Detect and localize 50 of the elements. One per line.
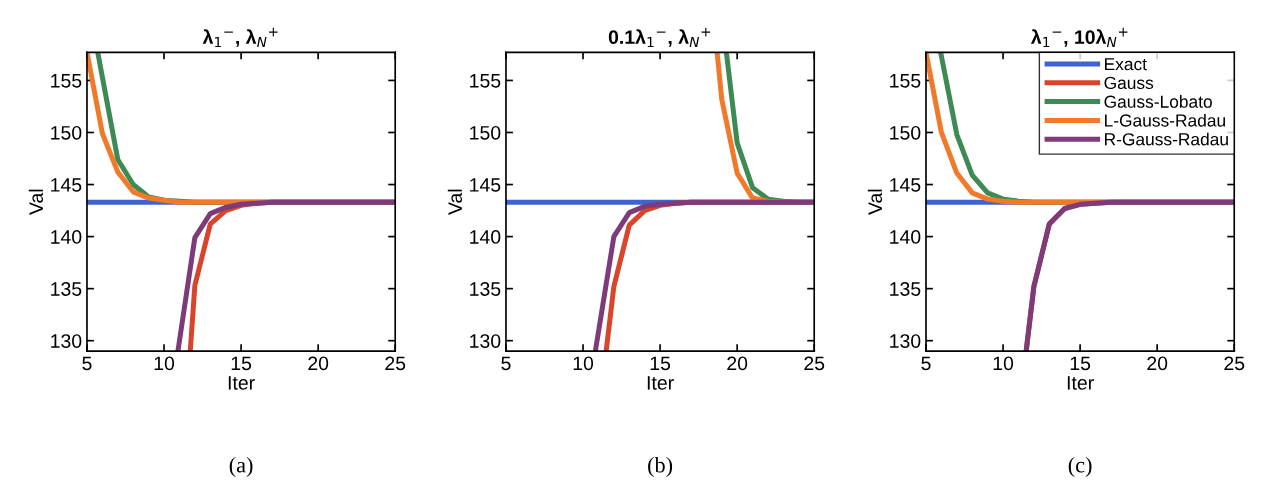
x-axis-title: Iter	[228, 376, 255, 390]
y-tick-label: 155	[470, 74, 501, 88]
y-tick-label: 140	[470, 230, 501, 244]
text: (b)	[648, 456, 673, 478]
x-axis-title: Iter	[647, 376, 674, 390]
x-axis-title: Iter	[1067, 376, 1094, 390]
y-tick-label: 145	[470, 178, 501, 192]
x-tick-label: 15	[650, 356, 671, 371]
y-tick-label: 155	[890, 74, 921, 88]
x-tick-label: 15	[231, 356, 252, 371]
y-tick-label: 150	[470, 125, 501, 140]
y-tick-label: 140	[890, 230, 921, 244]
x-tick-label: 20	[1147, 356, 1168, 371]
x-tick-label: 25	[1224, 356, 1245, 371]
text: (c)	[1068, 456, 1092, 478]
legend-label: R-Gauss-Radau	[1105, 132, 1228, 146]
x-tick-label: 5	[82, 356, 92, 371]
chart-title: 0.1λ$_{1}$$^{−}$, λ$_{N}$$^{+}$	[608, 27, 711, 48]
y-tick-label: 135	[890, 282, 921, 296]
y-tick-label: 130	[470, 334, 501, 348]
x-tick-label: 5	[501, 356, 511, 371]
chart-title: λ$_{1}$$^{−}$, λ$_{N}$$^{+}$	[202, 27, 278, 48]
x-tick-label: 10	[993, 356, 1014, 371]
legend-label: Gauss-Lobato	[1104, 95, 1212, 108]
x-tick-label: 25	[804, 356, 825, 371]
x-tick-label: 25	[385, 356, 406, 371]
legend-label: L-Gauss-Radau	[1105, 113, 1225, 127]
x-tick-label: 20	[727, 356, 748, 371]
y-tick-label: 150	[51, 125, 82, 140]
x-tick-label: 10	[154, 356, 175, 371]
y-axis-title: Val	[28, 189, 44, 215]
y-tick-label: 130	[890, 334, 921, 348]
y-axis-title: Val	[867, 189, 883, 215]
y-tick-label: 135	[51, 282, 82, 296]
chart-title: λ$_{1}$$^{−}$, 10λ$_{N}$$^{+}$	[1030, 27, 1128, 48]
y-tick-label: 140	[51, 230, 82, 244]
y-tick-label: 130	[51, 334, 82, 348]
y-tick-label: 145	[890, 178, 921, 192]
x-tick-label: 20	[308, 356, 329, 371]
legend-label: Exact	[1105, 58, 1147, 71]
y-tick-label: 155	[51, 74, 82, 88]
legend-label: Gauss	[1104, 76, 1154, 90]
y-tick-label: 135	[470, 282, 501, 296]
x-tick-label: 10	[573, 356, 594, 371]
y-axis-title: Val	[447, 189, 463, 215]
y-tick-label: 145	[51, 178, 82, 192]
y-tick-label: 150	[890, 125, 921, 140]
x-tick-label: 15	[1070, 356, 1091, 371]
x-tick-label: 5	[921, 356, 931, 371]
text: (a)	[229, 456, 253, 478]
